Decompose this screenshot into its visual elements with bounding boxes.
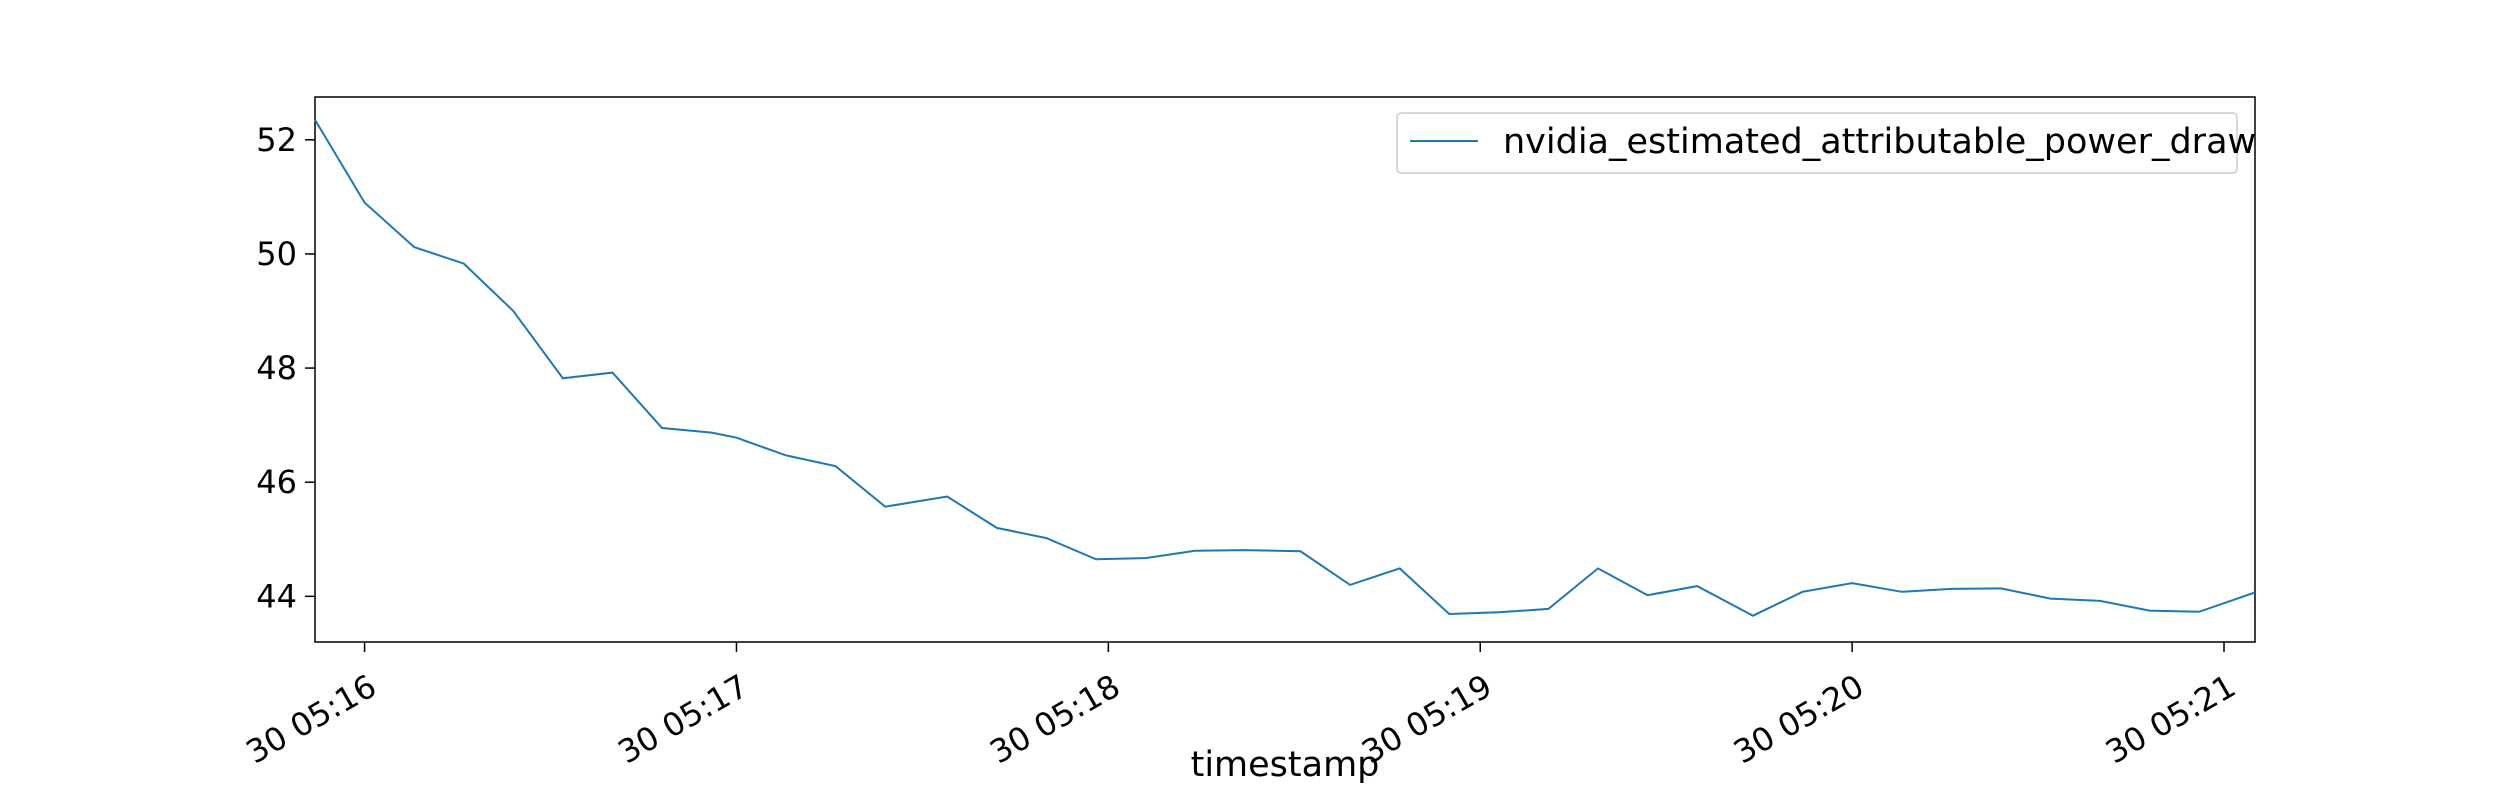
- y-tick-label: 48: [256, 349, 297, 387]
- x-tick-label: 30 05:17: [612, 667, 755, 771]
- y-tick-label: 50: [256, 235, 297, 273]
- x-tick-label: 30 05:16: [240, 667, 383, 771]
- plot-frame: [314, 96, 2256, 643]
- legend-box: [1396, 112, 2238, 174]
- y-tick-label: 44: [256, 577, 297, 615]
- x-tick-label: 30 05:18: [983, 667, 1126, 771]
- legend: nvidia_estimated_attributable_power_draw: [1396, 112, 2256, 174]
- plot-area: [314, 96, 2256, 643]
- x-tick-label: 30 05:21: [2099, 667, 2242, 771]
- y-tick-label: 46: [256, 463, 297, 501]
- x-axis-label: timestamp: [1191, 745, 1380, 785]
- y-tick-label: 52: [256, 121, 297, 159]
- legend-label: nvidia_estimated_attributable_power_draw: [1503, 122, 2256, 162]
- axis-ticks: 44 46 48 50 52 30 05:16 30 05:17 30 05:18 30 05:…: [240, 121, 2242, 771]
- x-tick-label: 30 05:20: [1727, 667, 1870, 771]
- series-line-0: [314, 119, 2256, 617]
